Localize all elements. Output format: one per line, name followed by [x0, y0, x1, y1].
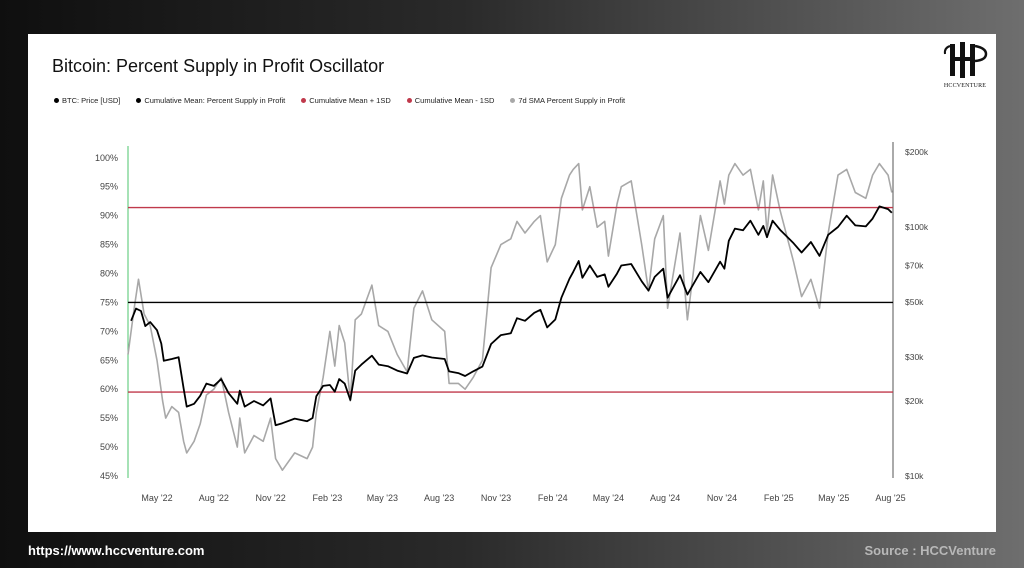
chart-plot: 100% 95% 90% 85% 80% 75% 70% 65% 60% 55% 50% 45% $20… — [95, 142, 929, 503]
legend-item-btc-price: BTC: Price [USD] — [54, 96, 120, 105]
x-tick-label: Feb '25 — [764, 493, 794, 503]
logo-mark-icon — [943, 42, 988, 78]
legend-swatch — [510, 98, 516, 103]
footer-website-link[interactable]: https://www.hccventure.com — [28, 543, 205, 558]
y-left-tick-label: 60% — [100, 384, 118, 394]
chart-card: Bitcoin: Percent Supply in Profit Oscill… — [28, 34, 996, 532]
legend-label: Cumulative Mean: Percent Supply in Profi… — [144, 96, 286, 105]
y-left-tick-label: 45% — [100, 471, 118, 481]
y-left-tick-label: 90% — [100, 211, 118, 221]
chart-legend: BTC: Price [USD] Cumulative Mean: Percen… — [54, 96, 625, 105]
legend-label: 7d SMA Percent Supply in Profit — [518, 96, 626, 105]
x-tick-label: May '25 — [818, 493, 849, 503]
y-right-tick-label: $30k — [905, 352, 924, 362]
series-7d-sma-percent-supply-in-profit-line — [127, 162, 893, 472]
x-tick-label: Aug '25 — [875, 493, 905, 503]
legend-item-cumulative-mean: Cumulative Mean: Percent Supply in Profi… — [136, 96, 285, 105]
legend-label: Cumulative Mean - 1SD — [414, 96, 495, 105]
x-tick-label: May '22 — [141, 493, 172, 503]
legend-item-7d-sma: 7d SMA Percent Supply in Profit — [510, 96, 625, 105]
legend-swatch — [301, 98, 307, 103]
footer-source-credit: Source : HCCVenture — [864, 543, 996, 558]
legend-label: Cumulative Mean + 1SD — [309, 96, 391, 105]
x-tick-label: May '23 — [367, 493, 398, 503]
y-left-tick-label: 95% — [100, 182, 118, 192]
y-left-tick-label: 70% — [100, 326, 118, 336]
y-right-tick-label: $70k — [905, 261, 924, 271]
y-left-tick-label: 85% — [100, 240, 118, 250]
legend-swatch — [54, 98, 59, 103]
x-tick-label: Nov '23 — [481, 493, 511, 503]
logo-caption: HCCVENTURE — [943, 83, 987, 89]
y-right-tick-label: $50k — [905, 297, 924, 307]
legend-swatch — [136, 98, 142, 103]
x-tick-label: Aug '23 — [424, 493, 454, 503]
y-left-tick-label: 50% — [100, 442, 118, 452]
x-tick-label: Feb '24 — [538, 493, 568, 503]
chart-title: Bitcoin: Percent Supply in Profit Oscill… — [52, 56, 385, 76]
x-tick-label: Aug '22 — [199, 493, 229, 503]
y-right-tick-label: $100k — [905, 222, 929, 232]
y-left-tick-label: 80% — [100, 269, 118, 279]
legend-swatch — [406, 98, 412, 103]
hccventure-logo: HCCVENTURE — [940, 40, 990, 89]
x-tick-label: Feb '23 — [313, 493, 343, 503]
legend-item-mean-minus-1sd: Cumulative Mean - 1SD — [406, 96, 495, 105]
series-btc-price-line — [130, 205, 893, 427]
y-right-tick-label: $20k — [905, 396, 924, 406]
x-tick-label: Nov '22 — [256, 493, 286, 503]
x-tick-label: Nov '24 — [707, 493, 737, 503]
y-right-tick-label: $10k — [905, 471, 924, 481]
y-left-tick-label: 75% — [100, 297, 118, 307]
y-left-tick-label: 55% — [100, 413, 118, 423]
legend-label: BTC: Price [USD] — [62, 96, 121, 105]
y-right-tick-label: $200k — [905, 147, 929, 157]
legend-item-mean-plus-1sd: Cumulative Mean + 1SD — [301, 96, 391, 105]
y-left-tick-label: 65% — [100, 355, 118, 365]
x-tick-label: May '24 — [593, 493, 624, 503]
y-left-tick-label: 100% — [95, 153, 118, 163]
x-tick-label: Aug '24 — [650, 493, 680, 503]
